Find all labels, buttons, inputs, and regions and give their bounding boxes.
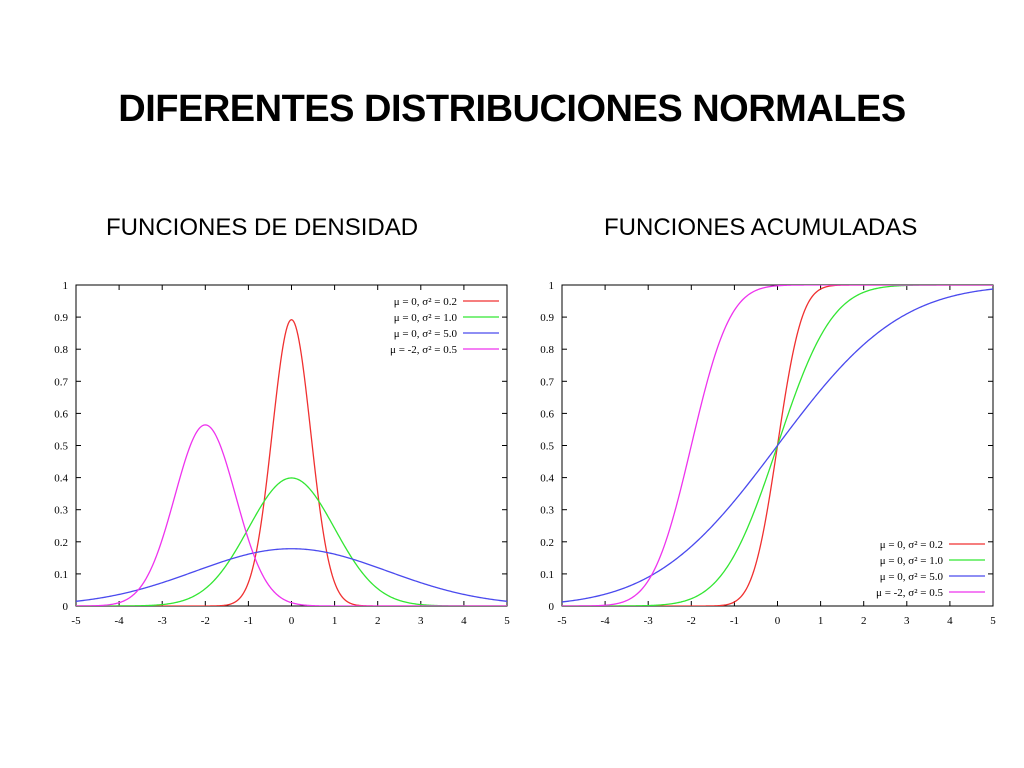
y-tick-label: 0.8	[540, 344, 554, 356]
y-tick-label: 0.1	[54, 569, 68, 581]
legend-label: μ = -2, σ² = 0.5	[390, 344, 457, 356]
x-tick-label: 3	[418, 615, 424, 627]
y-tick-label: 0.4	[540, 473, 554, 485]
x-tick-label: -3	[644, 615, 654, 627]
x-tick-label: -2	[687, 615, 696, 627]
x-tick-label: -4	[601, 615, 611, 627]
y-tick-label: 0.9	[54, 312, 68, 324]
legend-label: μ = 0, σ² = 5.0	[394, 328, 458, 340]
y-tick-label: 0.9	[540, 312, 554, 324]
x-tick-label: 3	[904, 615, 910, 627]
y-tick-label: 0.3	[540, 505, 554, 517]
series-line	[76, 548, 507, 602]
x-tick-label: -5	[557, 615, 567, 627]
x-tick-label: -2	[201, 615, 210, 627]
y-tick-label: 0.2	[54, 537, 68, 549]
legend-label: μ = 0, σ² = 0.2	[394, 296, 457, 308]
y-tick-label: 0.5	[54, 441, 68, 453]
y-tick-label: 0	[549, 601, 555, 613]
y-tick-label: 0	[63, 601, 69, 613]
x-tick-label: 1	[332, 615, 338, 627]
y-tick-label: 0.5	[540, 441, 554, 453]
x-tick-label: -1	[244, 615, 253, 627]
y-tick-label: 0.6	[540, 408, 554, 420]
x-tick-label: -5	[71, 615, 81, 627]
y-tick-label: 1	[63, 280, 69, 292]
y-tick-label: 0.7	[540, 376, 554, 388]
y-tick-label: 0.4	[54, 473, 68, 485]
x-tick-label: 0	[289, 615, 295, 627]
x-tick-label: 0	[775, 615, 781, 627]
x-tick-label: 5	[504, 615, 510, 627]
y-tick-label: 1	[549, 280, 555, 292]
y-tick-label: 0.6	[54, 408, 68, 420]
series-line	[76, 318, 507, 606]
legend-label: μ = 0, σ² = 0.2	[880, 539, 943, 551]
legend-label: μ = 0, σ² = 1.0	[880, 555, 944, 567]
density-chart: -5 -4 -3 -2 -1 0 1 2 3 4 5 0 0.1 0.2 0.3 0.4 0.5 0.6 0.7 0.…	[54, 280, 510, 627]
x-tick-label: 5	[990, 615, 996, 627]
page-title: DIFERENTES DISTRIBUCIONES NORMALES	[118, 88, 906, 130]
series-line	[562, 288, 993, 603]
legend-label: μ = -2, σ² = 0.5	[876, 587, 943, 599]
legend-label: μ = 0, σ² = 1.0	[394, 312, 458, 324]
x-tick-label: 4	[461, 615, 467, 627]
legend-label: μ = 0, σ² = 5.0	[880, 571, 944, 583]
x-tick-label: 2	[375, 615, 381, 627]
cumulative-subtitle: FUNCIONES ACUMULADAS	[604, 214, 918, 241]
x-tick-label: 1	[818, 615, 824, 627]
cumulative-chart: -5 -4 -3 -2 -1 0 1 2 3 4 5 0 0.1 0.2 0.3 0.4 0.5 0.6 0.7 0.…	[540, 280, 996, 627]
y-tick-label: 0.1	[540, 569, 554, 581]
x-tick-label: -4	[115, 615, 125, 627]
x-tick-label: -1	[730, 615, 739, 627]
x-tick-label: 4	[947, 615, 953, 627]
series-line	[562, 285, 993, 606]
series-line	[76, 424, 507, 606]
x-tick-label: 2	[861, 615, 867, 627]
y-tick-label: 0.2	[540, 537, 554, 549]
y-tick-label: 0.3	[54, 505, 68, 517]
density-subtitle: FUNCIONES DE DENSIDAD	[106, 214, 419, 241]
y-tick-label: 0.8	[54, 344, 68, 356]
y-tick-label: 0.7	[54, 376, 68, 388]
x-tick-label: -3	[158, 615, 168, 627]
